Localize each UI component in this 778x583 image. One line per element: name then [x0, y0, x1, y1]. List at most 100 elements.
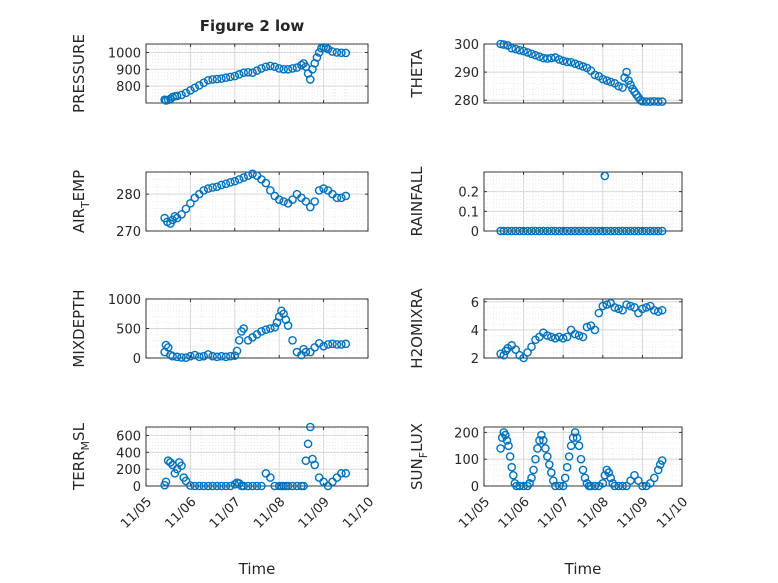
y-axis-label: RAINFALL — [408, 166, 426, 237]
y-tick-label: 270 — [116, 225, 141, 240]
data-point — [610, 481, 619, 491]
data-point — [274, 64, 284, 73]
data-point — [248, 481, 257, 491]
data-point — [310, 460, 320, 470]
data-point — [618, 481, 627, 491]
data-point — [576, 454, 586, 464]
data-point — [598, 74, 608, 84]
y-label-part: TERR — [70, 450, 88, 491]
data-point — [630, 303, 639, 312]
y-ticks: 0 100 200 — [454, 426, 682, 495]
data-point — [299, 481, 308, 491]
data-point — [602, 226, 612, 236]
data-point — [208, 351, 217, 361]
data-point — [649, 473, 659, 483]
data-point — [515, 226, 524, 236]
plot-area — [484, 172, 682, 231]
data-point — [248, 169, 257, 179]
data-point — [279, 64, 288, 74]
data-point — [337, 193, 346, 203]
subplot-pressure: 800 900 1000 PRESSURE — [70, 34, 369, 113]
data-point — [642, 97, 651, 106]
data-point — [163, 343, 173, 352]
data-point — [554, 332, 564, 342]
y-ticks: 0 0.1 0.2 — [458, 186, 682, 240]
data-point — [638, 226, 647, 236]
data-point — [531, 50, 540, 60]
data-point — [515, 45, 524, 55]
data-point — [646, 226, 655, 236]
data-point — [261, 178, 271, 188]
data-point — [243, 481, 253, 491]
data-point — [226, 351, 235, 361]
data-point — [511, 226, 520, 236]
data-point — [170, 469, 180, 478]
data-point — [638, 97, 647, 106]
data-point — [560, 473, 570, 483]
data-point — [323, 340, 333, 349]
data-point — [186, 481, 195, 490]
data-point — [566, 441, 576, 451]
data-point — [610, 226, 619, 236]
data-point — [550, 226, 560, 236]
data-point — [547, 332, 556, 342]
data-point — [649, 305, 659, 315]
data-point — [341, 469, 351, 478]
data-point — [622, 226, 631, 236]
data-point — [545, 460, 554, 469]
data-point — [622, 300, 631, 309]
data-point — [602, 300, 612, 309]
axes-box — [483, 426, 683, 487]
data-point — [610, 303, 619, 312]
y-tick-label: 800 — [116, 80, 141, 95]
y-label-part: EMP — [70, 170, 88, 201]
data-point — [566, 57, 576, 67]
data-point — [554, 226, 564, 236]
data-point — [564, 452, 574, 461]
data-point — [653, 226, 663, 236]
data-point — [543, 331, 552, 340]
data-point — [525, 479, 534, 488]
data-point — [634, 226, 643, 236]
y-tick-label: 4 — [471, 324, 479, 339]
y-ticks: 2 4 6 — [471, 296, 682, 367]
data-point — [177, 353, 186, 362]
axes-box — [145, 426, 369, 487]
data-point — [568, 433, 578, 443]
data-point — [527, 342, 536, 352]
data-point — [550, 481, 560, 491]
data-point — [217, 180, 226, 190]
subplot-rainfall: 0 0.1 0.2 RAINFALL — [408, 166, 683, 240]
data-point — [642, 226, 651, 236]
data-point — [230, 71, 240, 81]
data-point — [622, 481, 631, 491]
data-point — [257, 481, 266, 491]
data-point — [212, 481, 222, 491]
data-point — [586, 226, 596, 236]
data-point — [199, 481, 209, 491]
data-point — [203, 184, 213, 193]
data-point — [614, 304, 623, 314]
data-point — [239, 173, 248, 182]
data-point — [578, 62, 588, 71]
y-tick-label: 100 — [454, 453, 479, 468]
y-label-subscript: F — [417, 452, 430, 458]
grid-lines — [145, 298, 369, 359]
data-point — [239, 324, 248, 333]
y-axis-label: AIRTEMP — [70, 170, 92, 233]
data-point — [562, 57, 572, 67]
data-point — [252, 66, 262, 75]
data-point — [261, 325, 271, 334]
data-point — [531, 226, 540, 236]
data-point — [537, 430, 546, 440]
data-point — [234, 70, 244, 79]
x-axis-label: Time — [564, 560, 602, 578]
data-point — [305, 75, 315, 84]
data-point — [527, 226, 536, 236]
data-point — [234, 479, 244, 488]
data-point — [527, 49, 536, 59]
data-point — [646, 479, 655, 488]
data-point — [570, 329, 580, 339]
data-point — [166, 458, 175, 467]
